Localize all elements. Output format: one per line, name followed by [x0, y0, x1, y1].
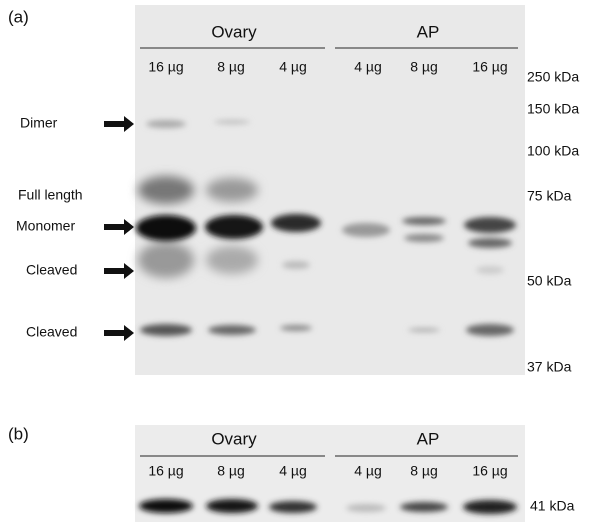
marker-label: 41 kDa — [530, 498, 575, 514]
arrows — [104, 116, 134, 341]
group-label: Ovary — [211, 429, 257, 448]
annotation: Cleaved — [26, 324, 77, 340]
group-label: AP — [417, 22, 440, 41]
panel-label: (a) — [8, 7, 29, 26]
annotation: Dimer — [20, 115, 58, 131]
lane-label: 16 µg — [472, 463, 507, 479]
annotation: Cleaved — [26, 262, 77, 278]
marker-label: 75 kDa — [527, 188, 572, 204]
lane-label: 8 µg — [217, 463, 245, 479]
annotation: Full length — [18, 187, 83, 203]
annotation: Monomer — [16, 218, 75, 234]
panel-label: (b) — [8, 424, 29, 443]
marker-label: 50 kDa — [527, 273, 572, 289]
lane-label: 8 µg — [410, 59, 438, 75]
lane-label: 4 µg — [354, 59, 382, 75]
marker-label: 150 kDa — [527, 101, 579, 117]
marker-label: 37 kDa — [527, 359, 572, 375]
lane-label: 4 µg — [354, 463, 382, 479]
lane-label: 8 µg — [410, 463, 438, 479]
group-label: Ovary — [211, 22, 257, 41]
lane-label: 8 µg — [217, 59, 245, 75]
lane-label: 4 µg — [279, 463, 307, 479]
figure: (a) Ovary AP 16 µg 8 µg 4 µg 4 µg 8 µg 16 µg 250 … — [0, 0, 598, 522]
lane-label: 16 µg — [148, 463, 183, 479]
group-label: AP — [417, 429, 440, 448]
marker-label: 250 kDa — [527, 69, 579, 85]
lane-label: 4 µg — [279, 59, 307, 75]
marker-label: 100 kDa — [527, 143, 579, 159]
lane-label: 16 µg — [472, 59, 507, 75]
lane-label: 16 µg — [148, 59, 183, 75]
